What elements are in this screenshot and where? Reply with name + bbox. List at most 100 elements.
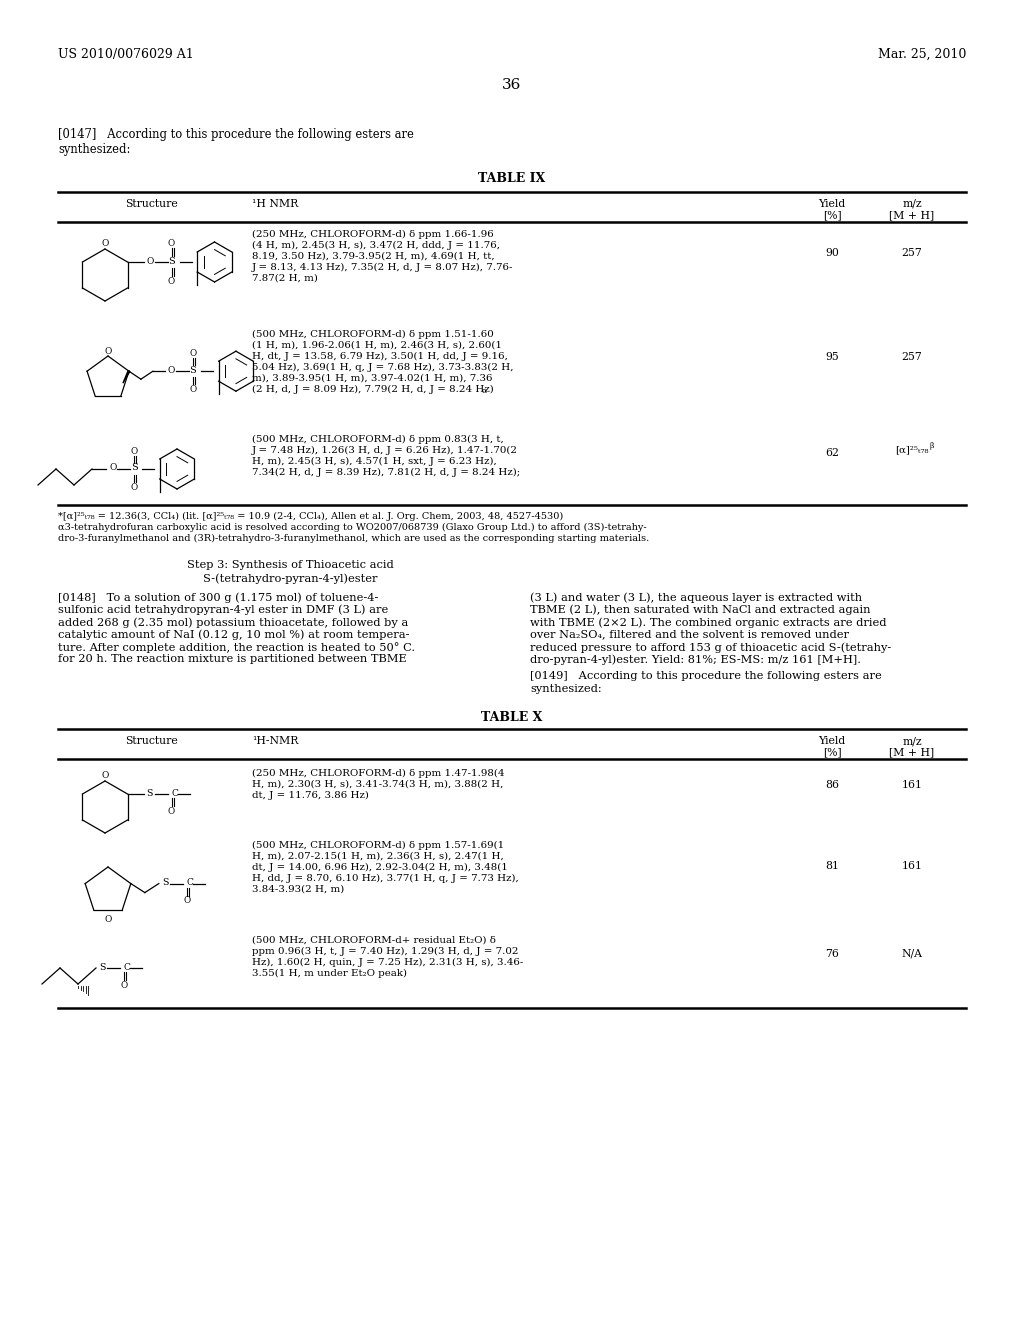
Text: H, dt, J = 13.58, 6.79 Hz), 3.50(1 H, dd, J = 9.16,: H, dt, J = 13.58, 6.79 Hz), 3.50(1 H, dd… — [252, 352, 508, 362]
Text: (500 MHz, CHLOROFORM-d+ residual Et₂O) δ: (500 MHz, CHLOROFORM-d+ residual Et₂O) δ — [252, 936, 496, 945]
Text: 5.04 Hz), 3.69(1 H, q, J = 7.68 Hz), 3.73-3.83(2 H,: 5.04 Hz), 3.69(1 H, q, J = 7.68 Hz), 3.7… — [252, 363, 513, 372]
Text: ture. After complete addition, the reaction is heated to 50° C.: ture. After complete addition, the react… — [58, 642, 415, 653]
Text: ¹H-NMR: ¹H-NMR — [252, 737, 298, 746]
Text: dt, J = 14.00, 6.96 Hz), 2.92-3.04(2 H, m), 3.48(1: dt, J = 14.00, 6.96 Hz), 2.92-3.04(2 H, … — [252, 863, 508, 873]
Text: Structure: Structure — [126, 199, 178, 209]
Text: S: S — [189, 366, 197, 375]
Text: O: O — [168, 276, 175, 285]
Text: (500 MHz, CHLOROFORM-d) δ ppm 0.83(3 H, t,: (500 MHz, CHLOROFORM-d) δ ppm 0.83(3 H, … — [252, 436, 504, 444]
Text: reduced pressure to afford 153 g of thioacetic acid S-(tetrahy-: reduced pressure to afford 153 g of thio… — [530, 642, 891, 652]
Text: TBME (2 L), then saturated with NaCl and extracted again: TBME (2 L), then saturated with NaCl and… — [530, 605, 870, 615]
Text: C: C — [124, 962, 131, 972]
Text: O: O — [130, 483, 137, 491]
Text: US 2010/0076029 A1: US 2010/0076029 A1 — [58, 48, 194, 61]
Text: O: O — [189, 384, 197, 393]
Text: H, m), 2.07-2.15(1 H, m), 2.36(3 H, s), 2.47(1 H,: H, m), 2.07-2.15(1 H, m), 2.36(3 H, s), … — [252, 851, 504, 861]
Text: dro-3-furanylmethanol and (3R)-tetrahydro-3-furanylmethanol, which are used as t: dro-3-furanylmethanol and (3R)-tetrahydr… — [58, 535, 649, 543]
Text: TABLE X: TABLE X — [481, 711, 543, 723]
Text: (500 MHz, CHLOROFORM-d) δ ppm 1.57-1.69(1: (500 MHz, CHLOROFORM-d) δ ppm 1.57-1.69(… — [252, 841, 504, 850]
Text: O: O — [146, 256, 154, 265]
Text: O: O — [101, 771, 109, 780]
Text: dro-pyran-4-yl)ester. Yield: 81%; ES-MS: m/z 161 [M+H].: dro-pyran-4-yl)ester. Yield: 81%; ES-MS:… — [530, 655, 861, 665]
Text: TABLE IX: TABLE IX — [478, 172, 546, 185]
Text: 81: 81 — [825, 861, 839, 871]
Text: α: α — [482, 387, 487, 395]
Text: Hz), 1.60(2 H, quin, J = 7.25 Hz), 2.31(3 H, s), 3.46-: Hz), 1.60(2 H, quin, J = 7.25 Hz), 2.31(… — [252, 958, 523, 968]
Text: [M + H]: [M + H] — [890, 747, 935, 756]
Text: 3.55(1 H, m under Et₂O peak): 3.55(1 H, m under Et₂O peak) — [252, 969, 407, 978]
Text: 62: 62 — [825, 447, 839, 458]
Text: over Na₂SO₄, filtered and the solvent is removed under: over Na₂SO₄, filtered and the solvent is… — [530, 630, 849, 639]
Text: 257: 257 — [901, 248, 923, 257]
Text: sulfonic acid tetrahydropyran-4-yl ester in DMF (3 L) are: sulfonic acid tetrahydropyran-4-yl ester… — [58, 605, 388, 615]
Text: *[α]²⁵ₜ₇₈ = 12.36(3, CCl₄) (lit. [α]²⁵ₜ₇₈ = 10.9 (2-4, CCl₄), Allen et al. J. Or: *[α]²⁵ₜ₇₈ = 12.36(3, CCl₄) (lit. [α]²⁵ₜ₇… — [58, 512, 563, 521]
Text: added 268 g (2.35 mol) potassium thioacetate, followed by a: added 268 g (2.35 mol) potassium thioace… — [58, 616, 409, 627]
Text: O: O — [130, 446, 137, 455]
Text: (3 L) and water (3 L), the aqueous layer is extracted with: (3 L) and water (3 L), the aqueous layer… — [530, 591, 862, 602]
Text: (1 H, m), 1.96-2.06(1 H, m), 2.46(3 H, s), 2.60(1: (1 H, m), 1.96-2.06(1 H, m), 2.46(3 H, s… — [252, 341, 502, 350]
Text: S: S — [146, 788, 153, 797]
Text: synthesized:: synthesized: — [530, 684, 602, 694]
Text: Yield: Yield — [818, 737, 846, 746]
Text: (500 MHz, CHLOROFORM-d) δ ppm 1.51-1.60: (500 MHz, CHLOROFORM-d) δ ppm 1.51-1.60 — [252, 330, 494, 339]
Text: for 20 h. The reaction mixture is partitioned between TBME: for 20 h. The reaction mixture is partit… — [58, 655, 407, 664]
Text: O: O — [168, 366, 175, 375]
Text: 86: 86 — [825, 780, 839, 789]
Text: S: S — [131, 463, 137, 473]
Text: 7.87(2 H, m): 7.87(2 H, m) — [252, 275, 317, 282]
Text: (4 H, m), 2.45(3 H, s), 3.47(2 H, ddd, J = 11.76,: (4 H, m), 2.45(3 H, s), 3.47(2 H, ddd, J… — [252, 242, 500, 249]
Text: H, m), 2.45(3 H, s), 4.57(1 H, sxt, J = 6.23 Hz),: H, m), 2.45(3 H, s), 4.57(1 H, sxt, J = … — [252, 457, 497, 466]
Text: dt, J = 11.76, 3.86 Hz): dt, J = 11.76, 3.86 Hz) — [252, 791, 369, 800]
Text: O: O — [104, 916, 112, 924]
Text: C: C — [186, 878, 194, 887]
Text: 36: 36 — [503, 78, 521, 92]
Text: S-(tetrahydro-pyran-4-yl)ester: S-(tetrahydro-pyran-4-yl)ester — [203, 573, 377, 583]
Text: O: O — [183, 896, 190, 906]
Text: [0148]   To a solution of 300 g (1.175 mol) of toluene-4-: [0148] To a solution of 300 g (1.175 mol… — [58, 591, 379, 602]
Text: 90: 90 — [825, 248, 839, 257]
Text: H, m), 2.30(3 H, s), 3.41-3.74(3 H, m), 3.88(2 H,: H, m), 2.30(3 H, s), 3.41-3.74(3 H, m), … — [252, 780, 504, 789]
Text: O: O — [109, 463, 117, 473]
Text: 76: 76 — [825, 949, 839, 960]
Text: O: O — [101, 239, 109, 248]
Text: S: S — [162, 878, 168, 887]
Text: β: β — [930, 442, 934, 450]
Text: 161: 161 — [901, 861, 923, 871]
Text: 8.19, 3.50 Hz), 3.79-3.95(2 H, m), 4.69(1 H, tt,: 8.19, 3.50 Hz), 3.79-3.95(2 H, m), 4.69(… — [252, 252, 495, 261]
Text: [M + H]: [M + H] — [890, 210, 935, 220]
Text: O: O — [104, 346, 112, 355]
Text: H, dd, J = 8.70, 6.10 Hz), 3.77(1 H, q, J = 7.73 Hz),: H, dd, J = 8.70, 6.10 Hz), 3.77(1 H, q, … — [252, 874, 519, 883]
Text: O: O — [121, 981, 128, 990]
Text: (2 H, d, J = 8.09 Hz), 7.79(2 H, d, J = 8.24 Hz): (2 H, d, J = 8.09 Hz), 7.79(2 H, d, J = … — [252, 385, 494, 395]
Text: [%]: [%] — [822, 747, 842, 756]
Text: with TBME (2×2 L). The combined organic extracts are dried: with TBME (2×2 L). The combined organic … — [530, 616, 887, 627]
Text: ppm 0.96(3 H, t, J = 7.40 Hz), 1.29(3 H, d, J = 7.02: ppm 0.96(3 H, t, J = 7.40 Hz), 1.29(3 H,… — [252, 946, 518, 956]
Text: O: O — [189, 348, 197, 358]
Polygon shape — [123, 371, 130, 383]
Text: [0149]   According to this procedure the following esters are: [0149] According to this procedure the f… — [530, 671, 882, 681]
Text: m), 3.89-3.95(1 H, m), 3.97-4.02(1 H, m), 7.36: m), 3.89-3.95(1 H, m), 3.97-4.02(1 H, m)… — [252, 374, 493, 383]
Text: [0147]   According to this procedure the following esters are: [0147] According to this procedure the f… — [58, 128, 414, 141]
Text: N/A: N/A — [901, 949, 923, 960]
Text: S: S — [168, 256, 175, 265]
Text: 3.84-3.93(2 H, m): 3.84-3.93(2 H, m) — [252, 884, 344, 894]
Text: 161: 161 — [901, 780, 923, 789]
Text: synthesized:: synthesized: — [58, 143, 130, 156]
Text: 7.34(2 H, d, J = 8.39 Hz), 7.81(2 H, d, J = 8.24 Hz);: 7.34(2 H, d, J = 8.39 Hz), 7.81(2 H, d, … — [252, 469, 520, 477]
Text: Step 3: Synthesis of Thioacetic acid: Step 3: Synthesis of Thioacetic acid — [186, 560, 393, 570]
Text: (250 MHz, CHLOROFORM-d) δ ppm 1.66-1.96: (250 MHz, CHLOROFORM-d) δ ppm 1.66-1.96 — [252, 230, 494, 239]
Text: Yield: Yield — [818, 199, 846, 209]
Text: Structure: Structure — [126, 737, 178, 746]
Text: 257: 257 — [901, 352, 923, 362]
Text: (250 MHz, CHLOROFORM-d) δ ppm 1.47-1.98(4: (250 MHz, CHLOROFORM-d) δ ppm 1.47-1.98(… — [252, 770, 505, 777]
Text: J = 7.48 Hz), 1.26(3 H, d, J = 6.26 Hz), 1.47-1.70(2: J = 7.48 Hz), 1.26(3 H, d, J = 6.26 Hz),… — [252, 446, 518, 455]
Text: [%]: [%] — [822, 210, 842, 220]
Text: J = 8.13, 4.13 Hz), 7.35(2 H, d, J = 8.07 Hz), 7.76-: J = 8.13, 4.13 Hz), 7.35(2 H, d, J = 8.0… — [252, 263, 513, 272]
Text: 95: 95 — [825, 352, 839, 362]
Text: Mar. 25, 2010: Mar. 25, 2010 — [878, 48, 966, 61]
Text: m/z: m/z — [902, 199, 922, 209]
Text: [α]²⁵ₜ₇₈: [α]²⁵ₜ₇₈ — [895, 445, 929, 454]
Text: α3-tetrahydrofuran carboxylic acid is resolved according to WO2007/068739 (Glaxo: α3-tetrahydrofuran carboxylic acid is re… — [58, 523, 646, 532]
Text: m/z: m/z — [902, 737, 922, 746]
Text: catalytic amount of NaI (0.12 g, 10 mol %) at room tempera-: catalytic amount of NaI (0.12 g, 10 mol … — [58, 630, 410, 640]
